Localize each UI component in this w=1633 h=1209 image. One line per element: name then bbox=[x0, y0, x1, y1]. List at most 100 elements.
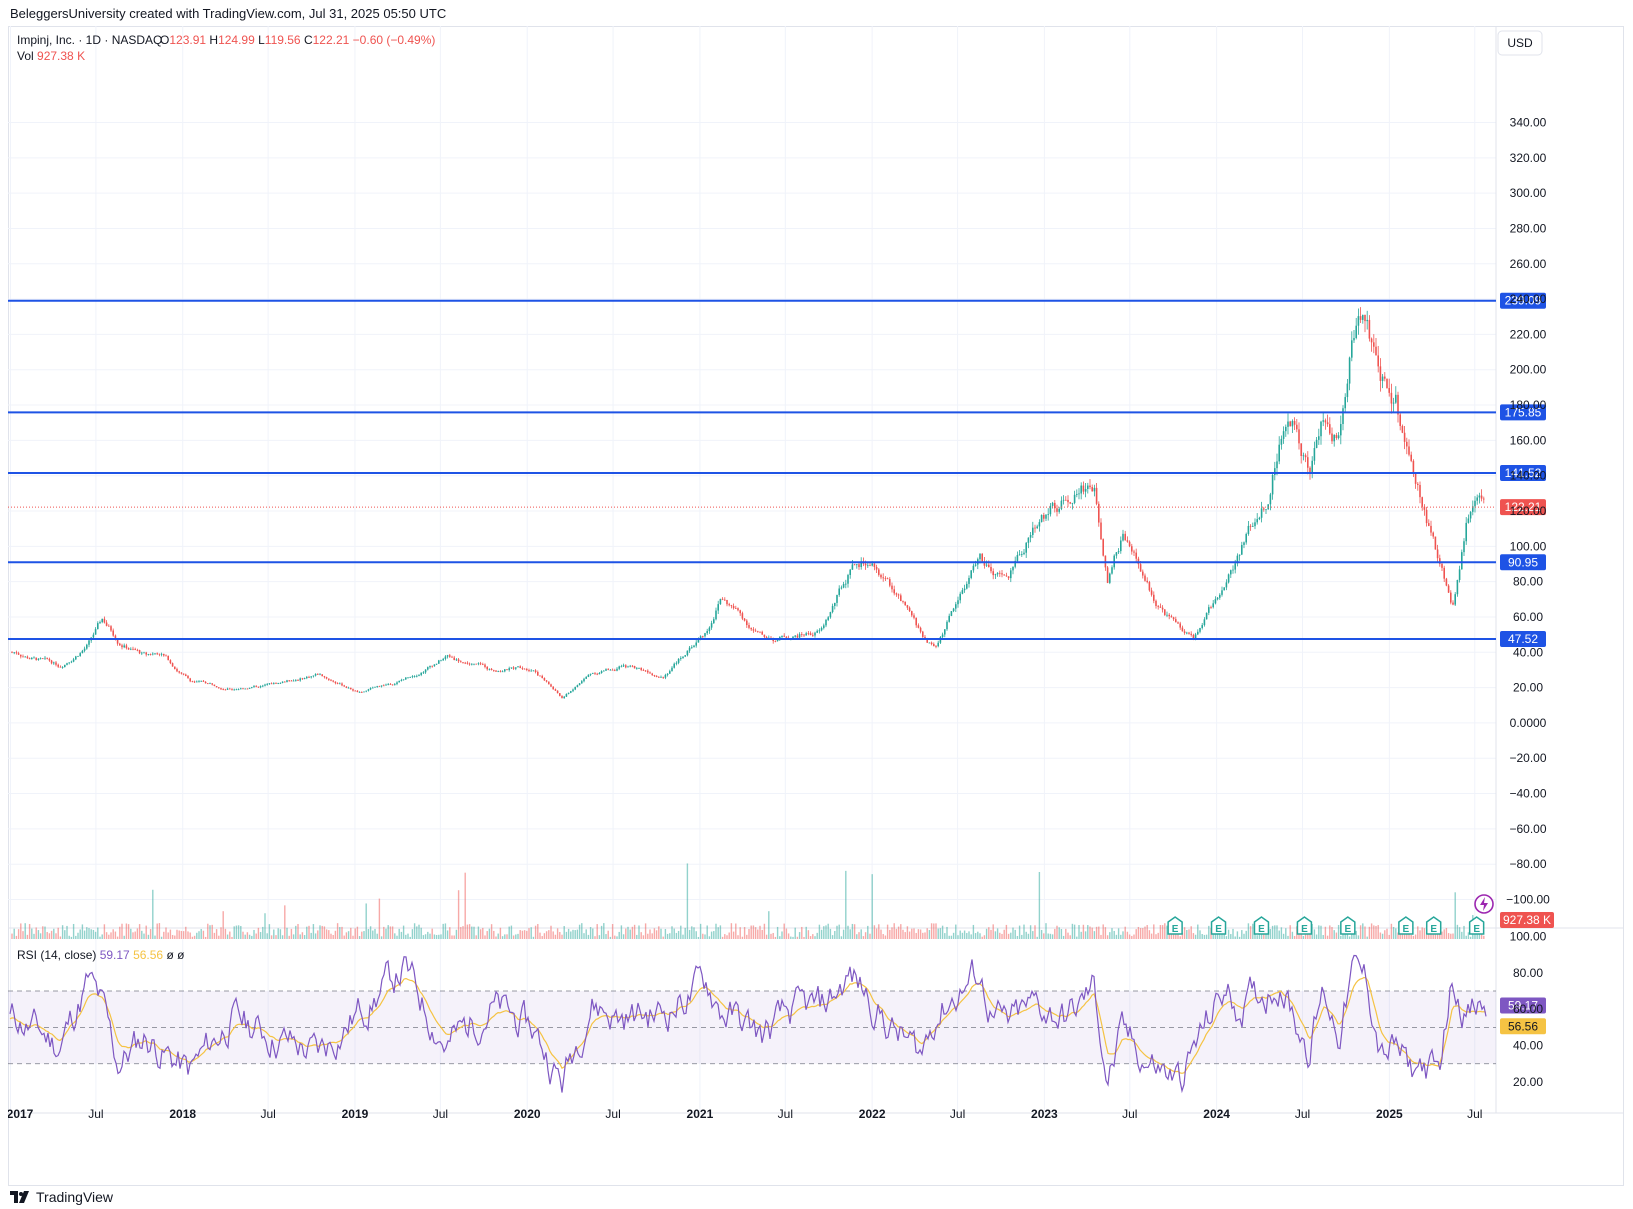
volume-bar bbox=[1381, 933, 1384, 939]
candle-body bbox=[233, 689, 235, 691]
volume-bar bbox=[374, 928, 376, 939]
candle-body bbox=[647, 670, 649, 673]
volume-bar bbox=[1095, 926, 1098, 939]
volume-bar bbox=[1067, 932, 1069, 939]
volume-bar bbox=[585, 929, 587, 939]
candle-body bbox=[1089, 485, 1091, 488]
volume-bar bbox=[774, 936, 777, 939]
volume-bar bbox=[1445, 927, 1448, 939]
candle-body bbox=[1342, 408, 1344, 425]
candle-body bbox=[1252, 526, 1254, 527]
candle-body bbox=[836, 594, 838, 603]
volume-bar bbox=[1302, 936, 1305, 939]
volume-bar bbox=[240, 925, 242, 939]
volume-bar bbox=[1071, 923, 1074, 939]
candle-body bbox=[1331, 433, 1333, 442]
volume-bar bbox=[1076, 936, 1078, 939]
candle-body bbox=[675, 662, 678, 664]
volume-bar bbox=[510, 925, 513, 939]
time-tick-17: Jul bbox=[1467, 1107, 1482, 1121]
candle-body bbox=[548, 681, 550, 685]
volume-bar bbox=[911, 928, 913, 939]
currency-selector[interactable]: USD bbox=[1497, 30, 1543, 56]
candle-body bbox=[814, 632, 816, 636]
candle-body bbox=[919, 627, 922, 632]
volume-bar bbox=[655, 930, 658, 939]
candle-body bbox=[957, 600, 959, 605]
volume-bar bbox=[1010, 932, 1012, 939]
volume-bar bbox=[1124, 926, 1126, 939]
candle-body bbox=[182, 673, 185, 675]
candle-body bbox=[68, 662, 70, 664]
candle-body bbox=[812, 634, 814, 636]
volume-bar bbox=[620, 925, 623, 939]
chart-canvas[interactable]: 239.09 175.85 141.52 90.95 47.52 122.21 927.3… bbox=[7, 26, 1624, 1186]
candle-body bbox=[438, 660, 440, 664]
candle-body bbox=[37, 658, 40, 660]
volume-bar bbox=[147, 934, 150, 939]
volume-bar bbox=[130, 928, 132, 939]
candle-body bbox=[328, 678, 330, 680]
volume-bar bbox=[180, 930, 183, 939]
volume-bar bbox=[1263, 931, 1265, 939]
volume-bar bbox=[499, 927, 502, 939]
candle-body bbox=[39, 658, 42, 660]
volume-bar bbox=[1410, 934, 1412, 939]
volume-bar bbox=[1183, 927, 1186, 939]
volume-bar bbox=[688, 929, 691, 939]
earnings-marker-6: E bbox=[1430, 924, 1437, 935]
candle-body bbox=[902, 601, 904, 602]
volume-bar bbox=[763, 923, 766, 939]
candle-body bbox=[1199, 627, 1201, 632]
volume-bar bbox=[229, 931, 231, 939]
volume-bar bbox=[827, 923, 829, 939]
volume-bar bbox=[1225, 936, 1228, 939]
candle-body bbox=[1302, 455, 1305, 457]
volume-bar bbox=[57, 927, 59, 939]
time-tick-1: Jul bbox=[88, 1107, 103, 1121]
candle-body bbox=[1093, 487, 1096, 492]
volume-bar bbox=[840, 936, 843, 939]
volume-bar bbox=[726, 935, 728, 939]
candle-body bbox=[849, 569, 851, 576]
volume-bar bbox=[622, 934, 625, 939]
volume-bar bbox=[638, 925, 640, 939]
candle-body bbox=[561, 695, 563, 699]
volume-bar bbox=[455, 929, 458, 939]
volume-bar bbox=[306, 926, 308, 939]
volume-bar bbox=[1078, 925, 1080, 939]
candle-body bbox=[611, 669, 614, 671]
volume-bar bbox=[138, 924, 141, 939]
candle-body bbox=[493, 669, 495, 671]
volume-bar bbox=[917, 929, 920, 939]
candle-body bbox=[1377, 355, 1379, 367]
volume-bar bbox=[114, 931, 117, 939]
volume-bar bbox=[275, 935, 277, 939]
alert-icon[interactable] bbox=[1474, 894, 1494, 914]
candle-body bbox=[1423, 506, 1426, 510]
volume-bar bbox=[539, 932, 541, 939]
volume-bar bbox=[1128, 934, 1131, 939]
candle-body bbox=[123, 645, 125, 648]
volume-bar bbox=[1271, 925, 1274, 939]
footer-brand: TradingView bbox=[36, 1189, 114, 1205]
candle-body bbox=[59, 666, 62, 668]
volume-bar bbox=[398, 928, 400, 939]
volume-bar bbox=[1388, 934, 1390, 939]
volume-bar bbox=[1131, 935, 1133, 939]
candle-body bbox=[816, 630, 818, 633]
time-tick-2: 2018 bbox=[169, 1107, 196, 1121]
volume-bar bbox=[365, 903, 367, 939]
volume-bar bbox=[825, 925, 827, 939]
candle-body bbox=[262, 685, 264, 687]
candle-body bbox=[1161, 607, 1164, 610]
volume-bar bbox=[1421, 927, 1423, 939]
candle-body bbox=[693, 645, 695, 648]
volume-bar bbox=[411, 929, 414, 939]
volume-bar bbox=[924, 932, 926, 939]
candle-body bbox=[1441, 563, 1443, 568]
candle-body bbox=[495, 670, 497, 672]
volume-bar bbox=[1201, 933, 1203, 939]
volume-bar bbox=[163, 931, 165, 939]
candle-body bbox=[875, 566, 878, 570]
